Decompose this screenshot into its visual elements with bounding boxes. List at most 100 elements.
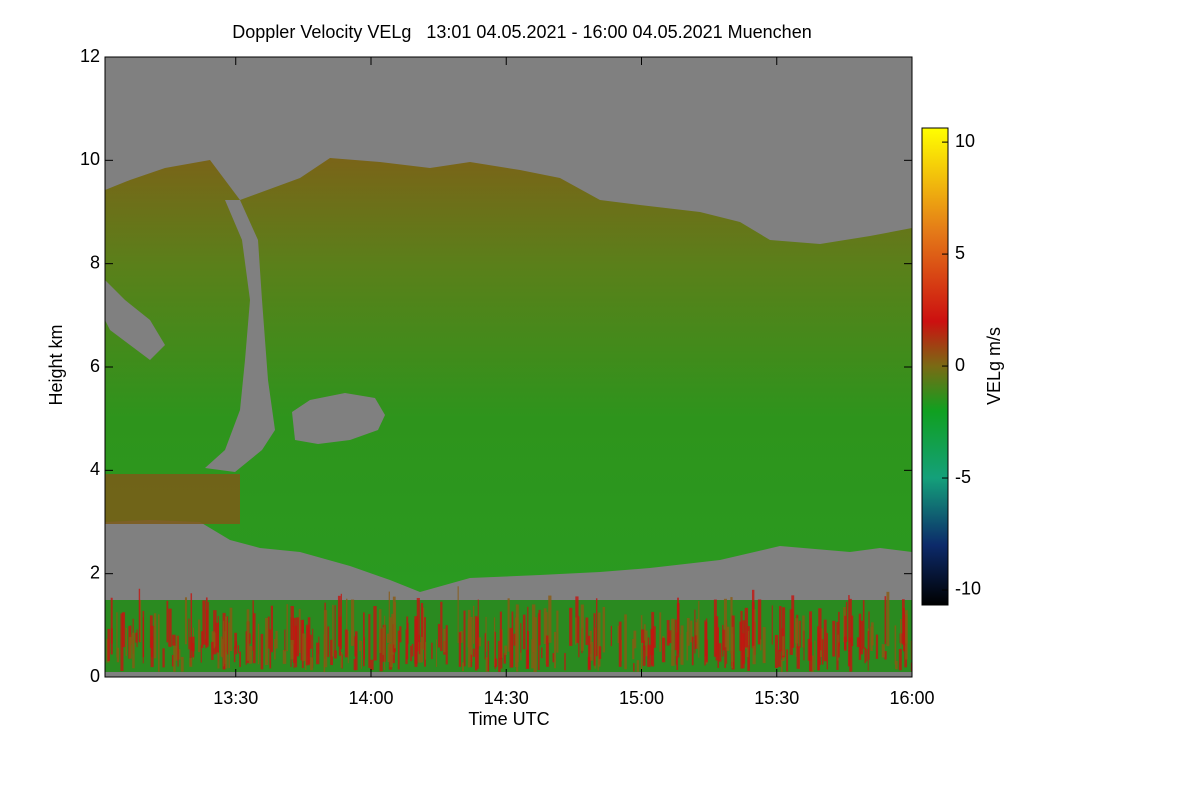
streak: [493, 617, 496, 667]
streak: [650, 628, 654, 656]
streak: [780, 659, 783, 672]
streak: [771, 605, 773, 645]
streak: [157, 614, 160, 672]
streak: [686, 631, 689, 661]
streak: [246, 609, 250, 661]
streak: [202, 600, 206, 645]
streak: [814, 640, 816, 670]
streak: [330, 639, 333, 666]
streak: [184, 597, 187, 645]
streak: [139, 599, 142, 643]
streak: [774, 634, 779, 668]
streak: [177, 635, 179, 667]
streak: [751, 589, 755, 646]
streak: [556, 610, 559, 653]
streak: [724, 630, 727, 668]
streak: [826, 633, 828, 670]
streak: [234, 632, 237, 648]
streak: [189, 637, 192, 666]
colorbar-tick-label: -5: [955, 467, 971, 487]
streak: [548, 595, 552, 643]
streak: [862, 600, 865, 649]
streak: [110, 597, 113, 644]
streak: [694, 609, 696, 654]
y-tick-label: 12: [80, 46, 100, 66]
streak: [580, 604, 584, 651]
streak: [884, 596, 887, 645]
streak: [370, 659, 374, 671]
streak: [284, 629, 286, 651]
streak: [698, 601, 700, 658]
streak: [180, 656, 184, 672]
streak: [715, 616, 719, 661]
streak: [474, 616, 478, 671]
streak: [484, 633, 486, 660]
streak: [799, 620, 801, 648]
streak: [849, 637, 853, 672]
streak: [293, 644, 295, 669]
streak: [305, 624, 310, 666]
streak: [116, 612, 118, 658]
streak: [189, 658, 193, 667]
streak: [618, 621, 622, 667]
streak: [327, 626, 330, 657]
streak: [680, 625, 684, 665]
clear-gap: [292, 393, 385, 444]
streak: [355, 631, 358, 671]
streak: [129, 637, 132, 659]
streak: [458, 632, 462, 667]
streak: [318, 636, 320, 654]
streak: [136, 629, 138, 648]
streak: [910, 662, 912, 672]
streak: [245, 631, 247, 665]
streak: [578, 616, 580, 658]
streak: [477, 637, 482, 647]
streak: [636, 660, 640, 672]
streak: [379, 609, 382, 653]
streak: [844, 615, 846, 650]
streak: [886, 591, 890, 647]
streak: [575, 596, 579, 643]
streak: [652, 626, 656, 648]
streak: [903, 607, 905, 652]
streak: [705, 639, 708, 663]
streak: [503, 653, 506, 664]
x-tick-label: 13:30: [213, 688, 258, 708]
streak: [211, 641, 214, 660]
streak: [391, 613, 395, 655]
streak: [221, 638, 223, 658]
streak: [602, 606, 606, 653]
streak: [779, 606, 782, 652]
streak: [504, 645, 508, 656]
streak: [837, 634, 839, 661]
x-tick-label: 14:00: [348, 688, 393, 708]
streak: [817, 637, 821, 671]
streak: [443, 628, 446, 653]
streak: [291, 644, 293, 654]
streak: [220, 636, 223, 657]
streak: [368, 614, 371, 668]
streak: [334, 650, 337, 659]
streak: [867, 631, 869, 671]
streak: [678, 603, 680, 658]
x-tick-label: 15:00: [619, 688, 664, 708]
streak: [848, 595, 850, 652]
streak: [470, 654, 473, 668]
streak: [257, 623, 260, 665]
streak: [633, 630, 637, 649]
streak: [200, 645, 202, 663]
streak: [407, 622, 409, 644]
y-tick-label: 2: [90, 562, 100, 582]
streak: [690, 620, 693, 643]
streak: [463, 610, 466, 667]
streak: [269, 629, 272, 669]
streak: [807, 638, 811, 661]
streak: [387, 644, 390, 663]
streak: [340, 593, 342, 650]
streak: [836, 621, 839, 670]
streak: [659, 612, 662, 652]
streak: [818, 608, 822, 651]
streak: [476, 617, 479, 669]
streak: [382, 627, 385, 655]
streak: [610, 625, 612, 647]
